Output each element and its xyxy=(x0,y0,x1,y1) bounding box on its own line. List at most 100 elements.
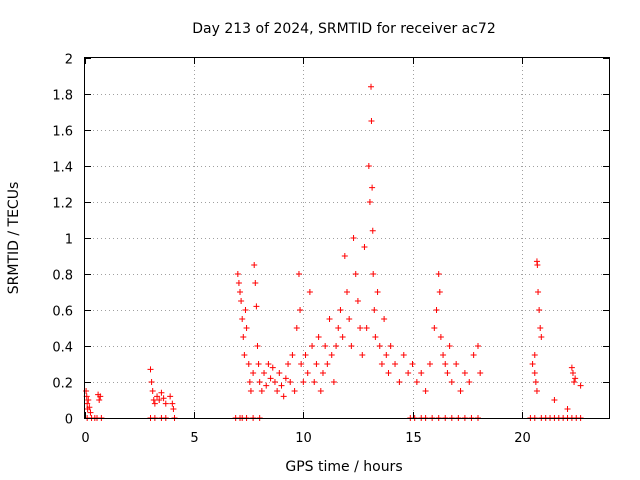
data-point xyxy=(239,316,246,322)
data-point xyxy=(357,325,364,331)
data-point xyxy=(378,361,385,367)
y-tick-label: 1.2 xyxy=(52,197,73,212)
data-point xyxy=(366,199,373,205)
data-point xyxy=(365,163,372,169)
data-point xyxy=(330,379,337,385)
data-point xyxy=(363,325,370,331)
y-tick-label: 1 xyxy=(65,233,73,248)
data-point xyxy=(531,352,538,358)
data-point xyxy=(280,393,287,400)
data-point xyxy=(287,379,294,385)
data-point xyxy=(405,370,412,376)
data-point xyxy=(435,271,442,277)
data-point xyxy=(250,370,257,376)
data-point xyxy=(167,393,174,400)
data-point xyxy=(297,307,304,313)
y-tick-labels: 0 0.2 0.4 0.6 0.8 1 1.2 1.4 1.6 1.8 2 xyxy=(52,53,73,428)
axis-ticks xyxy=(85,58,609,419)
data-point xyxy=(261,370,268,376)
data-point xyxy=(359,352,366,358)
data-point xyxy=(326,316,333,322)
data-point xyxy=(376,343,383,349)
data-point xyxy=(426,361,433,367)
data-point xyxy=(276,370,283,376)
data-point xyxy=(569,370,576,376)
x-tick-label: 5 xyxy=(190,431,198,446)
plot-frame xyxy=(84,57,610,419)
data-point xyxy=(148,379,155,385)
y-tick-label: 2 xyxy=(65,53,73,68)
data-point xyxy=(352,271,359,277)
data-point xyxy=(263,382,270,389)
data-point xyxy=(243,325,250,331)
data-point xyxy=(86,404,93,411)
data-point xyxy=(256,379,263,385)
data-point xyxy=(350,235,357,241)
data-point xyxy=(538,334,545,340)
data-point xyxy=(466,379,473,385)
data-point xyxy=(235,280,242,286)
data-point xyxy=(246,379,253,385)
data-point xyxy=(302,352,309,358)
y-tick-label: 0.2 xyxy=(52,377,73,392)
data-point xyxy=(324,361,331,367)
data-point xyxy=(289,352,296,358)
data-point xyxy=(446,343,453,349)
data-point xyxy=(267,375,274,382)
data-point xyxy=(252,280,259,286)
data-point xyxy=(84,400,91,407)
data-point xyxy=(160,395,167,402)
data-point xyxy=(577,382,584,389)
data-point xyxy=(385,370,392,376)
data-point xyxy=(470,352,477,358)
data-point xyxy=(269,364,276,371)
data-point xyxy=(433,307,440,313)
chart-title: Day 213 of 2024, SRMTID for receiver ac7… xyxy=(192,21,496,37)
data-point xyxy=(317,388,324,394)
data-point xyxy=(328,352,335,358)
data-point xyxy=(169,400,176,407)
data-point xyxy=(96,397,103,403)
data-point xyxy=(422,388,429,394)
data-point xyxy=(409,361,416,367)
data-point xyxy=(396,379,403,385)
data-point xyxy=(304,370,311,376)
data-point xyxy=(564,406,571,412)
data-point xyxy=(313,361,320,367)
data-point xyxy=(298,361,305,367)
data-point xyxy=(453,361,460,367)
data-point xyxy=(322,343,329,349)
data-point xyxy=(370,271,377,277)
data-point xyxy=(315,334,322,340)
data-point xyxy=(341,253,348,259)
data-point xyxy=(258,388,265,394)
data-point xyxy=(242,307,249,313)
data-point xyxy=(234,271,241,277)
data-point xyxy=(285,361,292,367)
data-point xyxy=(444,370,451,376)
data-point xyxy=(448,379,455,385)
data-point xyxy=(85,397,92,403)
data-point xyxy=(251,262,258,268)
x-tick-label: 20 xyxy=(514,431,531,446)
data-point xyxy=(170,406,177,412)
data-point xyxy=(533,388,540,394)
y-tick-label: 0.8 xyxy=(52,269,73,284)
data-point xyxy=(346,316,353,322)
data-point xyxy=(440,352,447,358)
data-point xyxy=(254,343,261,349)
data-point xyxy=(247,388,254,394)
data-point xyxy=(354,298,361,304)
data-point xyxy=(150,397,157,403)
data-point xyxy=(369,227,376,234)
y-tick-label: 0.4 xyxy=(52,341,73,356)
data-point xyxy=(291,388,298,394)
x-tick-label: 15 xyxy=(405,431,422,446)
data-point xyxy=(531,370,538,376)
data-point xyxy=(255,361,262,367)
data-point xyxy=(237,289,244,295)
data-point xyxy=(442,361,449,367)
data-point xyxy=(151,400,158,407)
data-point xyxy=(337,307,344,313)
